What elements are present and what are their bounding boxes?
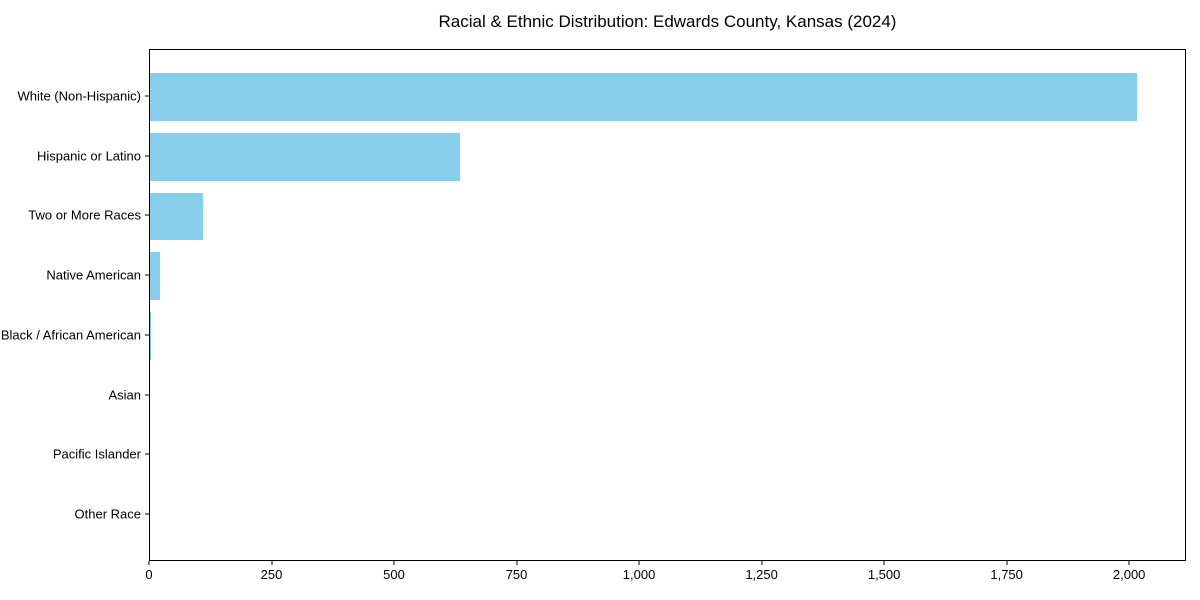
bar-two-or-more-races [150, 192, 204, 241]
y-tick-label-native-american: Native American [46, 267, 141, 283]
y-tick-mark-asian [145, 394, 149, 395]
y-tick-label-black-african-american: Black / African American [0, 327, 141, 343]
bar-white-non-hispanic [150, 73, 1137, 121]
x-tick-mark-1-750 [1006, 561, 1008, 565]
y-tick-label-two-or-more-races: Two or More Races [28, 207, 141, 223]
y-tick-mark-two-or-more-races [145, 214, 149, 216]
x-tick-label-1-750: 1,750 [990, 567, 1023, 582]
y-tick-mark-black-african-american [145, 334, 149, 336]
bar-black-african-american [150, 311, 151, 360]
y-tick-label-pacific-islander: Pacific Islander [52, 446, 141, 462]
chart-title: Racial & Ethnic Distribution: Edwards Co… [438, 12, 897, 31]
x-tick-mark-250 [271, 561, 273, 565]
y-tick-mark-white-non-hispanic [145, 95, 149, 97]
x-tick-mark-2-000 [1128, 561, 1130, 565]
y-tick-mark-native-american [145, 274, 149, 276]
x-tick-mark-1-000 [638, 561, 640, 565]
x-tick-label-1-500: 1,500 [867, 567, 901, 582]
x-tick-label-0: 0 [145, 567, 153, 582]
plot-area [149, 49, 1186, 561]
x-tick-label-1-250: 1,250 [745, 567, 778, 582]
x-tick-mark-1-250 [761, 561, 763, 565]
x-tick-label-250: 250 [260, 567, 283, 582]
y-tick-mark-other-race [145, 513, 149, 515]
x-tick-mark-0 [148, 561, 150, 565]
y-tick-label-asian: Asian [108, 387, 141, 402]
x-tick-label-500: 500 [383, 567, 405, 582]
x-tick-mark-750 [516, 561, 518, 565]
y-tick-label-white-non-hispanic: White (Non-Hispanic) [17, 88, 141, 104]
y-tick-mark-pacific-islander [145, 453, 149, 455]
x-tick-label-2-000: 2,000 [1112, 567, 1146, 582]
y-tick-label-other-race: Other Race [74, 506, 141, 522]
x-tick-label-750: 750 [505, 567, 528, 582]
y-tick-mark-hispanic-or-latino [145, 155, 149, 157]
x-tick-mark-1-500 [883, 561, 885, 565]
bar-hispanic-or-latino [150, 132, 461, 181]
y-tick-label-hispanic-or-latino: Hispanic or Latino [36, 148, 141, 164]
x-tick-label-1-000: 1,000 [622, 567, 656, 582]
bar-native-american [150, 252, 161, 301]
x-tick-mark-500 [393, 561, 395, 565]
